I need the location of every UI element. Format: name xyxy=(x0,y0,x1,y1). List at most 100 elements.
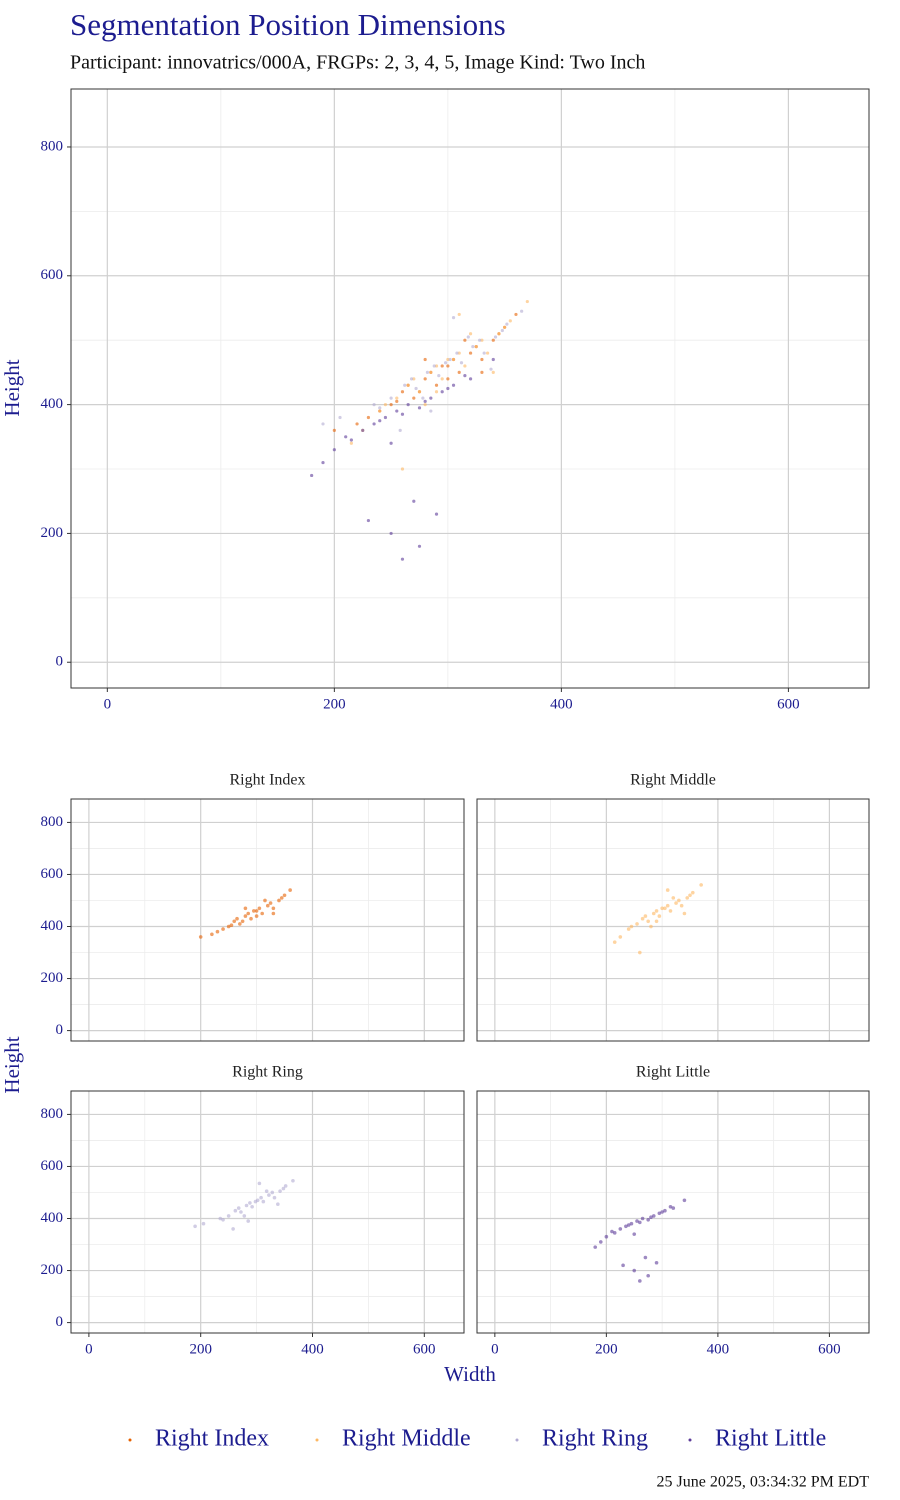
point xyxy=(403,383,407,387)
point xyxy=(412,377,416,381)
point xyxy=(651,1214,656,1218)
x-tick-label: 200 xyxy=(323,696,346,712)
y-tick-label: 0 xyxy=(56,654,64,670)
point xyxy=(288,888,292,892)
point xyxy=(366,415,371,420)
point xyxy=(429,409,433,413)
facet-title: Right Little xyxy=(636,1064,710,1081)
point xyxy=(468,332,473,336)
timestamp: 25 June 2025, 03:34:32 PM EDT xyxy=(657,1474,870,1491)
point xyxy=(654,909,659,913)
point xyxy=(271,911,276,916)
point xyxy=(243,906,248,911)
point xyxy=(643,914,648,918)
point xyxy=(414,386,418,391)
point xyxy=(238,922,242,926)
point xyxy=(257,1181,262,1186)
point xyxy=(268,901,273,905)
y-axis-title: Height xyxy=(0,359,24,416)
point xyxy=(260,911,264,916)
point xyxy=(243,914,248,918)
point xyxy=(451,357,456,362)
point xyxy=(612,940,617,944)
point xyxy=(646,1218,650,1222)
point xyxy=(457,312,461,317)
point xyxy=(265,903,270,908)
point xyxy=(618,935,623,939)
point xyxy=(283,1184,288,1188)
point xyxy=(491,370,495,374)
point xyxy=(440,390,444,394)
point xyxy=(457,351,461,355)
x-tick-label: 600 xyxy=(818,1341,841,1357)
y-tick-label: 200 xyxy=(41,525,64,541)
point xyxy=(254,909,259,913)
legend-marker xyxy=(688,1438,692,1442)
point xyxy=(649,924,653,929)
point xyxy=(198,935,203,939)
point xyxy=(688,893,692,898)
point xyxy=(395,399,399,403)
point xyxy=(593,1245,598,1249)
legend-label: Right Ring xyxy=(542,1426,648,1452)
point xyxy=(434,390,439,394)
x-tick-label: 0 xyxy=(85,1341,93,1357)
point xyxy=(455,351,459,355)
point xyxy=(610,1229,614,1234)
point xyxy=(239,1210,243,1214)
point xyxy=(389,403,393,407)
point xyxy=(425,370,430,374)
y-tick-label: 800 xyxy=(41,138,64,154)
y-tick-label: 600 xyxy=(41,1158,64,1174)
point xyxy=(372,422,376,426)
point xyxy=(654,919,659,924)
point xyxy=(668,1204,673,1209)
point xyxy=(434,364,439,368)
point xyxy=(383,403,388,407)
point xyxy=(679,903,684,908)
point xyxy=(282,893,287,898)
legend-marker xyxy=(128,1438,132,1442)
point xyxy=(474,345,478,349)
point xyxy=(618,1227,623,1231)
point xyxy=(665,903,670,908)
point xyxy=(682,1198,687,1203)
point xyxy=(248,1201,252,1205)
y-tick-label: 400 xyxy=(41,918,64,934)
point xyxy=(434,383,439,387)
point xyxy=(277,898,281,903)
point xyxy=(657,914,662,918)
point xyxy=(651,911,656,916)
point xyxy=(660,1210,664,1214)
point xyxy=(233,1208,238,1213)
title: Segmentation Position Dimensions xyxy=(70,7,506,42)
point xyxy=(690,890,695,895)
point xyxy=(406,383,410,387)
point xyxy=(378,419,382,423)
point xyxy=(451,383,456,387)
point xyxy=(395,409,399,413)
point xyxy=(232,919,237,924)
point xyxy=(478,338,482,342)
point xyxy=(649,1215,653,1220)
point xyxy=(221,927,225,931)
point xyxy=(663,906,667,911)
point xyxy=(349,441,353,445)
point xyxy=(349,438,353,442)
point xyxy=(660,906,664,911)
point xyxy=(668,909,673,913)
point xyxy=(235,916,239,921)
point xyxy=(646,919,650,924)
point xyxy=(525,299,529,304)
point xyxy=(671,896,676,900)
point xyxy=(671,1206,676,1210)
point xyxy=(423,357,427,362)
point xyxy=(635,1219,639,1223)
y-tick-label: 400 xyxy=(41,1210,64,1226)
x-tick-label: 400 xyxy=(550,696,573,712)
point xyxy=(471,345,475,349)
point xyxy=(682,911,687,916)
point xyxy=(640,916,645,921)
point xyxy=(383,415,388,420)
point xyxy=(459,361,464,365)
